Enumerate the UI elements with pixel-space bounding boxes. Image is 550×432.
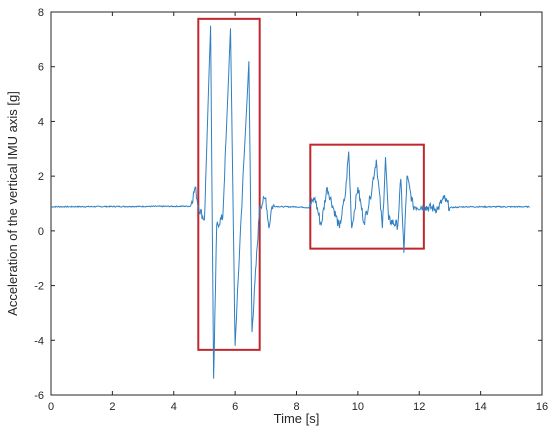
- y-tick-label: 8: [38, 7, 44, 19]
- x-tick-label: 2: [109, 401, 115, 413]
- x-tick-label: 0: [48, 401, 54, 413]
- y-axis-ticks: -6 -4 -2 0 2 4 6 8: [34, 7, 542, 402]
- y-axis-label: Acceleration of the vertical IMU axis [g…: [5, 91, 20, 316]
- x-tick-label: 16: [536, 401, 548, 413]
- x-axis-ticks: 0 2 4 6 8 10 12 14 16: [48, 12, 548, 413]
- plot-area: [50, 11, 543, 396]
- y-tick-label: 6: [38, 62, 44, 74]
- y-tick-label: 2: [38, 171, 44, 183]
- x-tick-label: 12: [413, 401, 425, 413]
- highlight-boxes: [197, 17, 425, 351]
- highlight-box-2: [309, 143, 425, 250]
- y-tick-label: 0: [38, 226, 44, 238]
- x-tick-label: 14: [475, 401, 487, 413]
- x-tick-label: 8: [293, 401, 299, 413]
- x-tick-label: 6: [232, 401, 238, 413]
- y-tick-label: -6: [34, 390, 44, 402]
- x-tick-label: 4: [171, 401, 177, 413]
- highlight-box-1: [197, 17, 261, 351]
- y-tick-label: -2: [34, 281, 44, 293]
- signal-series: [51, 25, 530, 379]
- y-tick-label: 4: [38, 116, 44, 128]
- x-axis-label: Time [s]: [274, 411, 320, 426]
- x-tick-label: 10: [352, 401, 364, 413]
- y-tick-label: -4: [34, 335, 44, 347]
- acceleration-line: [51, 25, 530, 379]
